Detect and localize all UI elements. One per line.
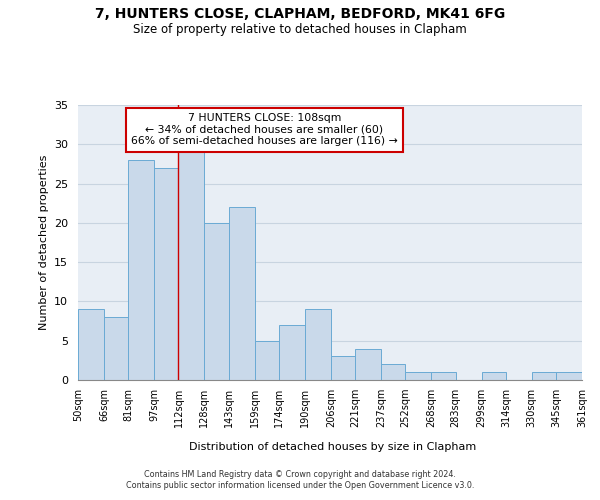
Text: Contains HM Land Registry data © Crown copyright and database right 2024.: Contains HM Land Registry data © Crown c… — [144, 470, 456, 479]
Bar — [532, 372, 556, 380]
Bar — [229, 207, 254, 380]
Bar — [482, 372, 506, 380]
Bar — [279, 325, 305, 380]
Bar — [381, 364, 406, 380]
Bar — [254, 340, 279, 380]
Bar — [78, 310, 104, 380]
Y-axis label: Number of detached properties: Number of detached properties — [38, 155, 49, 330]
Text: Contains public sector information licensed under the Open Government Licence v3: Contains public sector information licen… — [126, 481, 474, 490]
Bar — [331, 356, 355, 380]
Text: 7, HUNTERS CLOSE, CLAPHAM, BEDFORD, MK41 6FG: 7, HUNTERS CLOSE, CLAPHAM, BEDFORD, MK41… — [95, 8, 505, 22]
Text: Distribution of detached houses by size in Clapham: Distribution of detached houses by size … — [190, 442, 476, 452]
Bar — [128, 160, 154, 380]
Bar — [355, 348, 381, 380]
Bar — [305, 310, 331, 380]
Bar — [406, 372, 431, 380]
Bar — [104, 317, 128, 380]
Text: 7 HUNTERS CLOSE: 108sqm
← 34% of detached houses are smaller (60)
66% of semi-de: 7 HUNTERS CLOSE: 108sqm ← 34% of detache… — [131, 114, 398, 146]
Bar — [556, 372, 582, 380]
Bar — [431, 372, 455, 380]
Bar — [205, 223, 229, 380]
Text: Size of property relative to detached houses in Clapham: Size of property relative to detached ho… — [133, 22, 467, 36]
Bar — [178, 152, 205, 380]
Bar — [154, 168, 178, 380]
